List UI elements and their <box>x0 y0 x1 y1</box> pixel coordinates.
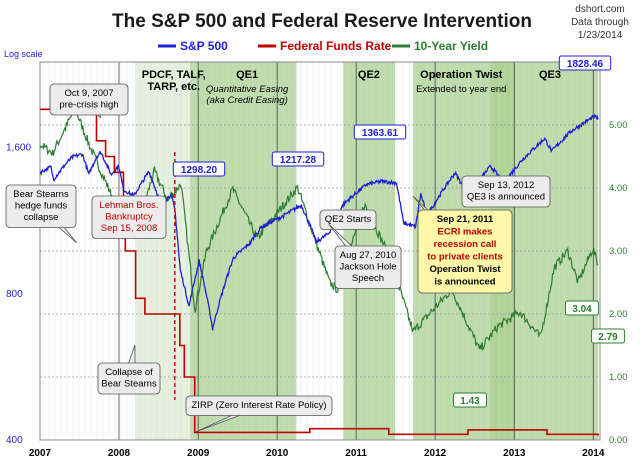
right-tick-label: 5.00 <box>609 120 628 131</box>
value-label-v279: 2.79 <box>598 332 618 343</box>
band-sublabel-twist: Extended to year end <box>416 84 506 95</box>
callout-text: is announced <box>434 277 495 288</box>
callout-box <box>461 175 551 208</box>
callout-text: Lehman Bros. <box>99 200 158 211</box>
x-tick-label: 2011 <box>345 448 367 459</box>
callout-text: Sep 15, 2008 <box>101 223 158 234</box>
legend-label-yield: 10-Year Yield <box>414 39 488 53</box>
callout-text: QE3 is announced <box>467 192 545 203</box>
value-label-v304: 3.04 <box>572 304 592 315</box>
callout-text: Sep 21, 2011 <box>437 214 494 225</box>
value-label-box <box>271 151 325 167</box>
band-label-qe2: QE2 <box>358 69 380 81</box>
source-line-1: dshort.com <box>575 4 624 15</box>
source-line-2: Data through <box>571 17 629 28</box>
band-label-pdcf: PDCF, TALF, <box>142 69 206 81</box>
callout-text: Jackson Hole <box>339 262 396 273</box>
callout-text: Bear Stearns <box>101 379 157 390</box>
x-tick-label: 2014 <box>582 448 605 459</box>
value-label-box <box>453 392 487 408</box>
value-label-box <box>591 328 625 344</box>
callout-text: to private clients <box>427 252 503 263</box>
band-label-twist: Operation Twist <box>420 69 503 81</box>
band-label-qe1: QE1 <box>236 69 258 81</box>
band-sublabel-qe1: (aka Credit Easing) <box>206 95 287 106</box>
value-label-v1298: 1298.20 <box>181 165 218 176</box>
shaded-period-2 <box>190 62 297 440</box>
callout-text: Operation Twist <box>429 264 501 275</box>
callout-text: Sep 13, 2012 <box>478 180 535 191</box>
value-label-v1828: 1828.46 <box>567 59 604 70</box>
value-label-v1363: 1363.61 <box>362 128 399 139</box>
callout-text: hedge funds <box>15 201 68 212</box>
value-label-box <box>172 161 226 177</box>
band-sublabel-qe1: Quantitative Easing <box>206 84 289 95</box>
legend-label-fed: Federal Funds Rate <box>280 39 392 53</box>
value-label-v143: 1.43 <box>460 396 480 407</box>
band-label-qe3: QE3 <box>539 69 561 81</box>
x-tick-label: 2009 <box>187 448 210 459</box>
right-tick-label: 3.00 <box>609 246 628 257</box>
callout-text: Collapse of <box>105 367 153 378</box>
value-label-v1217: 1217.28 <box>280 155 317 166</box>
source-line-3: 1/23/2014 <box>578 30 623 41</box>
callout-box <box>319 209 377 230</box>
x-tick-label: 2008 <box>108 448 131 459</box>
right-tick-label: 0.00 <box>609 435 628 446</box>
callout-text: ECRI makes <box>438 227 493 238</box>
x-tick-label: 2007 <box>29 448 52 459</box>
annotations: PDCF, TALF,TARP, etc. QE1 Quantitative Eas… <box>5 55 625 433</box>
callout-zirp: ZIRP (Zero Interest Rate Policy) <box>185 395 333 433</box>
callout-box <box>417 209 513 294</box>
callout-text: Bankruptcy <box>105 212 153 223</box>
callout-text: QE2 Starts <box>325 214 372 225</box>
legend-label-spx: S&P 500 <box>180 39 228 53</box>
callout-text: Aug 27, 2010 <box>340 250 397 261</box>
callout-text: Bear Stearns <box>13 189 69 200</box>
series-federal-funds-rate <box>40 108 599 436</box>
value-label-box <box>353 124 407 140</box>
band-label-pdcf: TARP, etc. <box>147 81 200 93</box>
axis-labels: 2007 2008 2009 2010 2011 2012 2013 2014 400 800 1,… <box>6 120 628 459</box>
callout-text: collapse <box>24 212 59 223</box>
right-tick-label: 1.00 <box>609 372 628 383</box>
callout-box <box>185 395 333 416</box>
callout-box <box>334 245 402 289</box>
callout-box <box>5 184 77 228</box>
callout-text: recession call <box>434 239 497 250</box>
plot-frame <box>39 61 601 441</box>
callout-text: ZIRP (Zero Interest Rate Policy) <box>192 400 327 411</box>
left-tick-label: 800 <box>6 289 23 300</box>
x-tick-label: 2013 <box>503 448 526 459</box>
callout-box <box>91 195 167 239</box>
right-tick-label: 4.00 <box>609 183 628 194</box>
x-tick-label: 2010 <box>266 448 289 459</box>
callout-box <box>49 83 129 116</box>
legend: S&P 500 Federal Funds Rate 10-Year Yield <box>158 39 488 53</box>
log-scale-label: Log scale <box>4 49 43 59</box>
left-tick-label: 1,600 <box>6 143 31 154</box>
chart-title: The S&P 500 and Federal Reserve Interven… <box>112 11 532 32</box>
x-tick-label: 2012 <box>424 448 447 459</box>
value-label-box <box>558 55 612 71</box>
callout-box <box>97 362 161 395</box>
left-tick-label: 400 <box>6 435 23 446</box>
callout-text: pre-crisis high <box>59 100 118 111</box>
callout-text: Speech <box>352 273 384 284</box>
callout-text: Oct 9, 2007 <box>64 88 113 99</box>
value-label-box <box>565 300 599 316</box>
callout-qe2start: QE2 Starts <box>319 209 377 230</box>
right-tick-label: 2.00 <box>609 309 628 320</box>
